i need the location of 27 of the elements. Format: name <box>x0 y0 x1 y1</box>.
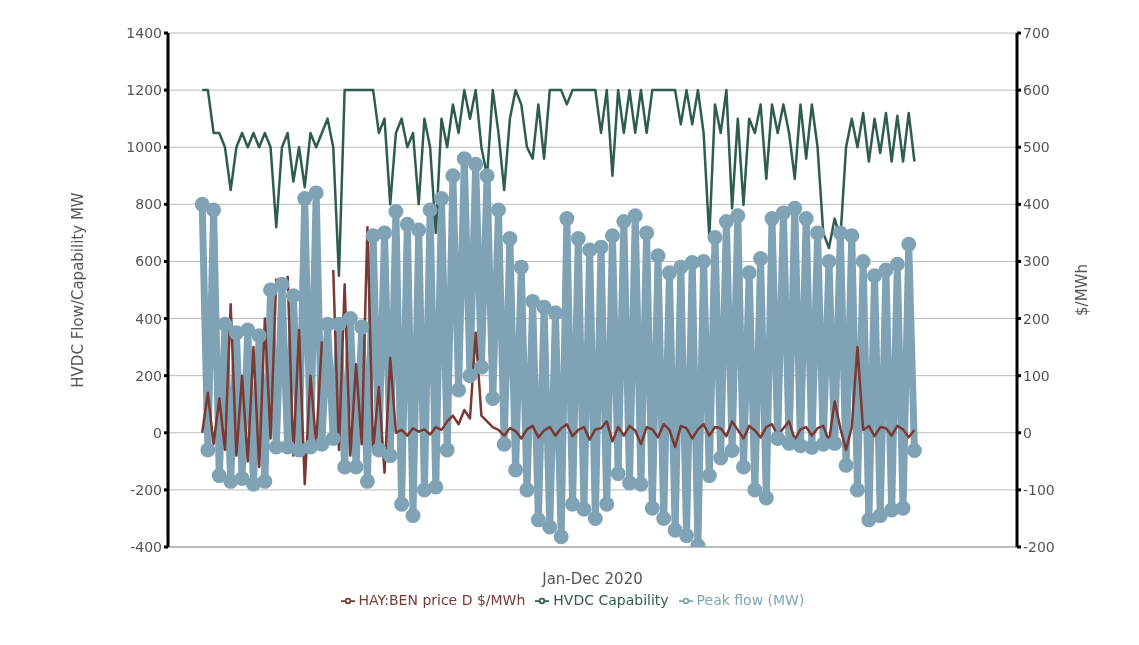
y-tick-label: 1400 <box>126 24 162 41</box>
y-tick-label: -400 <box>130 538 162 555</box>
line-series <box>200 88 916 277</box>
legend-label: HAY:BEN price D $/MWh <box>358 592 526 608</box>
y-axis-title: HVDC Flow/Capability MW <box>69 192 88 388</box>
y-tick-label: 800 <box>135 196 162 213</box>
y2-tick-label: 200 <box>1023 310 1050 327</box>
y-tick-label: 600 <box>135 253 162 270</box>
y2-tick-label: 700 <box>1023 24 1050 41</box>
x-axis-title: Jan-Dec 2020 <box>541 570 643 588</box>
y2-tick-label: 400 <box>1023 196 1050 213</box>
y-tick-label: 1200 <box>126 82 162 99</box>
y-tick-label: 0 <box>153 424 162 441</box>
y2-tick-label: -100 <box>1023 481 1055 498</box>
y-tick-label: 200 <box>135 367 162 384</box>
y-tick-label: -200 <box>130 481 162 498</box>
y2-tick-label: 0 <box>1023 424 1032 441</box>
y2-tick-label: -200 <box>1023 538 1055 555</box>
y2-tick-label: 100 <box>1023 367 1050 384</box>
y2-tick-label: 300 <box>1023 253 1050 270</box>
y2-tick-label: 500 <box>1023 139 1050 156</box>
y2-tick-label: 600 <box>1023 82 1050 99</box>
y-tick-label: 400 <box>135 310 162 327</box>
legend-label: HVDC Capability <box>553 592 669 608</box>
legend-label: Peak flow (MW) <box>696 592 805 608</box>
y-tick-label: 1000 <box>126 139 162 156</box>
y2-axis-title: $/MWh <box>1073 264 1092 316</box>
